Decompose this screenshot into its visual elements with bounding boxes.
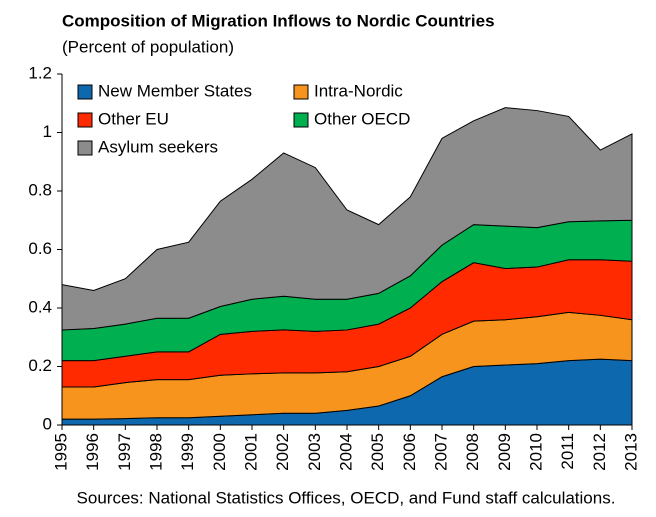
legend-label: Other EU [98,109,169,128]
legend-label: New Member States [98,81,252,100]
x-tick-label: 2005 [368,433,387,471]
y-tick-label: 0.8 [28,180,52,199]
legend-swatch [293,84,309,100]
y-tick-label: 0.4 [28,297,52,316]
x-tick-label: 2004 [336,433,355,471]
x-tick-label: 2008 [463,433,482,471]
x-tick-label: 1998 [146,433,165,471]
x-tick-label: 1999 [178,433,197,471]
x-tick-label: 2001 [241,433,260,471]
y-tick-label: 0 [43,414,52,433]
legend-swatch [77,140,93,156]
x-tick-label: 2002 [273,433,292,471]
x-tick-label: 2010 [526,433,545,471]
x-tick-label: 2012 [590,433,609,471]
legend-label: Other OECD [314,109,410,128]
source-note: Sources: National Statistics Offices, OE… [77,488,616,507]
x-tick-label: 2009 [495,433,514,471]
x-tick-label: 2003 [305,433,324,471]
legend-swatch [77,112,93,128]
x-tick-label: 1996 [83,433,102,471]
chart-title: Composition of Migration Inflows to Nord… [62,11,495,30]
x-tick-label: 2007 [431,433,450,471]
legend-label: Asylum seekers [98,137,218,156]
legend-swatch [293,112,309,128]
x-tick-label: 2013 [621,433,640,471]
x-tick-label: 2011 [558,433,577,470]
area [61,107,633,331]
chart-subtitle: (Percent of population) [62,37,234,56]
x-tick-label: 1995 [51,433,70,471]
y-tick-label: 0.2 [28,356,52,375]
legend-label: Intra-Nordic [314,81,403,100]
y-tick-label: 0.6 [28,239,52,258]
x-tick-label: 2006 [400,433,419,471]
y-tick-label: 1.2 [28,63,52,82]
x-tick-label: 1997 [115,433,134,471]
y-tick-label: 1 [43,122,52,141]
x-tick-label: 2000 [210,433,229,471]
legend-swatch [77,84,93,100]
